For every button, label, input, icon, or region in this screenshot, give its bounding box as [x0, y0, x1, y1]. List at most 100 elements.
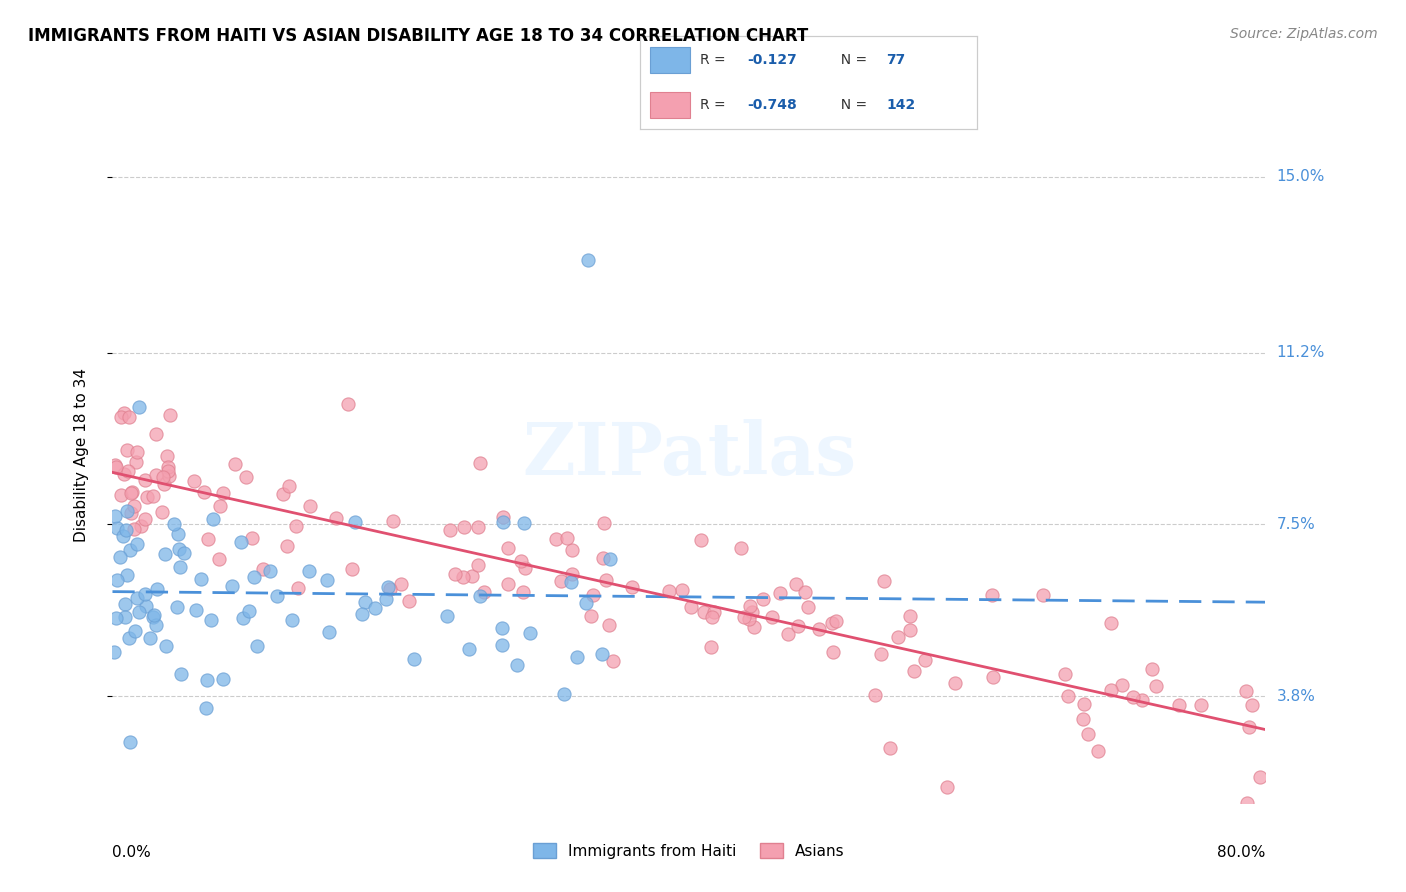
Point: [898, 609, 921, 624]
Point: [575, 596, 598, 610]
Point: [513, 561, 536, 575]
Point: [340, 562, 363, 576]
Point: [153, 547, 176, 561]
Point: [519, 625, 541, 640]
Point: [595, 573, 617, 587]
Text: N =: N =: [832, 98, 872, 112]
Point: [658, 584, 681, 599]
Point: [344, 515, 367, 529]
Point: [550, 574, 572, 588]
Point: [197, 532, 219, 546]
Point: [118, 735, 141, 749]
Point: [146, 582, 169, 596]
Point: [136, 490, 159, 504]
Point: [117, 632, 139, 646]
Point: [211, 486, 233, 500]
Point: [561, 543, 583, 558]
Bar: [650, 92, 690, 118]
Point: [768, 586, 790, 600]
Text: 142: 142: [886, 98, 915, 112]
Point: [209, 499, 232, 513]
Point: [104, 459, 127, 474]
Point: [776, 627, 799, 641]
Point: [157, 469, 180, 483]
Point: [730, 541, 752, 556]
Point: [159, 408, 181, 422]
Point: [184, 603, 207, 617]
Point: [512, 585, 534, 599]
Point: [200, 613, 222, 627]
Point: [509, 554, 531, 568]
Point: [134, 473, 156, 487]
Text: -0.127: -0.127: [748, 53, 797, 67]
Point: [592, 550, 614, 565]
Point: [169, 560, 191, 574]
Point: [114, 597, 136, 611]
Point: [887, 630, 910, 644]
Point: [380, 582, 402, 596]
Point: [903, 664, 925, 678]
Point: [325, 510, 347, 524]
Point: [354, 595, 377, 609]
Point: [439, 524, 461, 538]
Point: [560, 575, 582, 590]
Point: [284, 518, 307, 533]
Point: [389, 577, 412, 591]
Point: [135, 599, 157, 614]
Point: [470, 589, 492, 603]
Text: R =: R =: [700, 53, 731, 67]
Point: [143, 608, 166, 623]
Point: [794, 585, 817, 599]
Bar: [650, 47, 690, 73]
Point: [128, 605, 150, 619]
Point: [252, 562, 274, 576]
Text: -0.748: -0.748: [748, 98, 797, 112]
Point: [1077, 727, 1099, 741]
Point: [105, 521, 128, 535]
Point: [276, 539, 298, 553]
Point: [738, 612, 761, 626]
Point: [546, 533, 568, 547]
Point: [120, 486, 142, 500]
Point: [492, 515, 515, 529]
Point: [1057, 690, 1080, 704]
Point: [1087, 744, 1109, 758]
Point: [145, 427, 167, 442]
Point: [555, 532, 578, 546]
Point: [232, 611, 254, 625]
Point: [240, 531, 263, 545]
Point: [153, 476, 176, 491]
Point: [287, 581, 309, 595]
Point: [1099, 683, 1122, 698]
Point: [352, 607, 374, 622]
Y-axis label: Disability Age 18 to 34: Disability Age 18 to 34: [75, 368, 89, 542]
Text: IMMIGRANTS FROM HAITI VS ASIAN DISABILITY AGE 18 TO 34 CORRELATION CHART: IMMIGRANTS FROM HAITI VS ASIAN DISABILIT…: [28, 27, 808, 45]
Point: [139, 631, 162, 645]
Point: [105, 573, 128, 587]
Point: [443, 567, 465, 582]
Point: [398, 594, 420, 608]
Text: 3.8%: 3.8%: [1277, 689, 1316, 704]
Point: [167, 541, 190, 556]
Point: [821, 645, 844, 659]
Point: [259, 565, 281, 579]
Point: [451, 570, 474, 584]
Point: [278, 478, 301, 492]
Point: [298, 499, 321, 513]
Point: [193, 485, 215, 500]
Point: [315, 573, 337, 587]
Point: [1249, 770, 1271, 784]
Point: [156, 449, 179, 463]
Text: 11.2%: 11.2%: [1277, 345, 1324, 360]
Point: [195, 673, 218, 687]
Point: [700, 640, 723, 655]
Point: [797, 599, 820, 614]
Point: [297, 564, 319, 578]
Point: [761, 610, 783, 624]
Point: [145, 468, 167, 483]
Point: [467, 520, 489, 534]
Point: [824, 614, 846, 628]
Point: [1054, 667, 1077, 681]
Point: [561, 567, 583, 582]
Text: 7.5%: 7.5%: [1277, 517, 1315, 532]
